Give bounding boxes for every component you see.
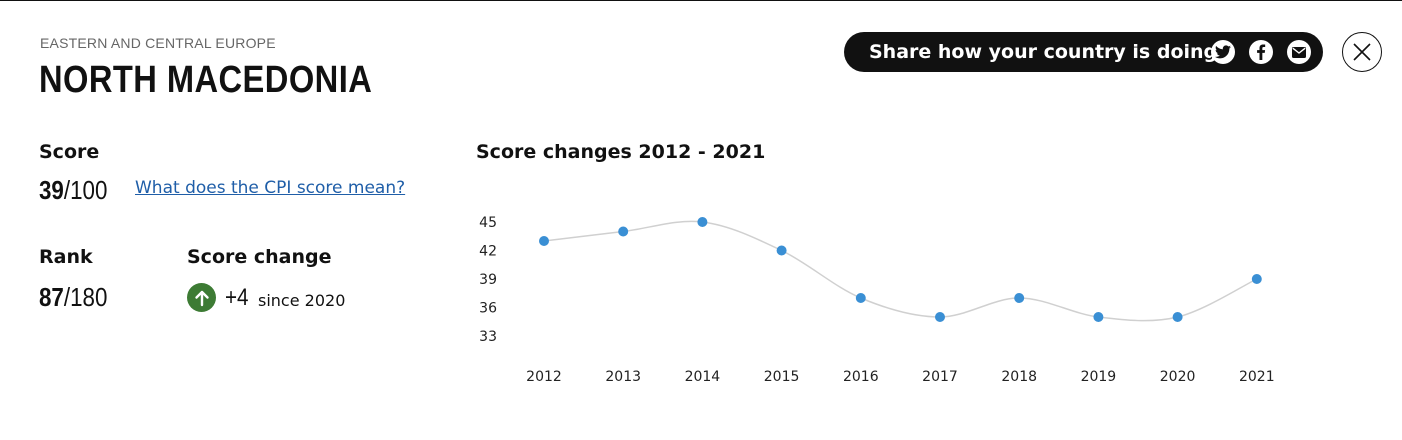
- chart-title: Score changes 2012 - 2021: [476, 141, 766, 163]
- twitter-icon[interactable]: [1211, 40, 1235, 64]
- data-point-2021[interactable]: [1251, 274, 1262, 284]
- x-tick-label: 2013: [605, 369, 641, 385]
- region-label: EASTERN AND CENTRAL EUROPE: [40, 35, 276, 51]
- country-title: NORTH MACEDONIA: [39, 59, 373, 101]
- score-line-chart: 45 42 39 36 33 2012 2013 2014 2015 2016 2017 2018 20…: [479, 215, 1275, 385]
- share-bar: Share how your country is doing: [844, 32, 1323, 72]
- x-tick-label: 2015: [764, 369, 800, 385]
- y-tick-label: 39: [479, 272, 497, 288]
- data-point-2018[interactable]: [1014, 293, 1025, 303]
- x-tick-label: 2018: [1001, 369, 1037, 385]
- x-tick-label: 2020: [1160, 369, 1196, 385]
- data-point-2012[interactable]: [539, 236, 549, 246]
- y-tick-label: 36: [479, 301, 497, 317]
- rank-label: Rank: [39, 246, 93, 268]
- rank-value: 87/180: [39, 282, 107, 313]
- x-tick-label: 2019: [1081, 369, 1117, 385]
- share-label: Share how your country is doing: [869, 41, 1218, 63]
- data-point-2014[interactable]: [697, 217, 708, 227]
- data-point-2020[interactable]: [1172, 312, 1183, 322]
- score-change-since: since 2020: [258, 291, 346, 310]
- x-tick-label: 2014: [685, 369, 721, 385]
- score-change-value: +4: [225, 284, 249, 311]
- rank-max: /180: [63, 282, 108, 312]
- score-series-line: [543, 220, 1258, 322]
- data-point-2019[interactable]: [1093, 312, 1104, 322]
- close-button[interactable]: [1342, 32, 1382, 72]
- facebook-icon[interactable]: [1249, 40, 1273, 64]
- rank-number: 87: [39, 282, 64, 312]
- y-tick-label: 33: [479, 329, 497, 345]
- cpi-score-link[interactable]: What does the CPI score mean?: [135, 178, 406, 198]
- score-number: 39: [39, 175, 64, 205]
- score-max: /100: [63, 175, 108, 205]
- score-change-label: Score change: [187, 246, 332, 268]
- arrow-up-icon: [187, 283, 216, 312]
- x-tick-label: 2017: [922, 369, 958, 385]
- x-tick-label: 2016: [843, 369, 879, 385]
- x-tick-label: 2012: [526, 369, 562, 385]
- score-label: Score: [39, 141, 100, 163]
- data-point-2015[interactable]: [776, 245, 787, 256]
- close-icon: [1353, 43, 1371, 61]
- data-point-2017[interactable]: [935, 312, 945, 322]
- email-icon[interactable]: [1287, 40, 1311, 64]
- x-tick-label: 2021: [1239, 369, 1275, 385]
- data-point-2013[interactable]: [618, 226, 629, 237]
- data-point-2016[interactable]: [855, 293, 866, 303]
- y-tick-label: 45: [479, 215, 497, 231]
- y-tick-label: 42: [479, 244, 497, 260]
- score-value: 39/100: [39, 175, 107, 206]
